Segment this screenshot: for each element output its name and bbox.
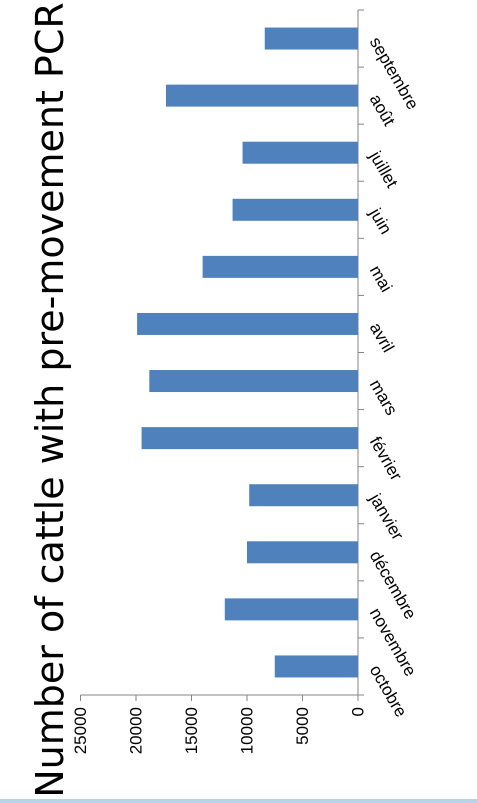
bar-0 [274,655,358,678]
bar-8 [232,198,358,221]
category-label: mars [366,376,401,418]
category-label: janvier [365,490,407,544]
bar-11 [264,27,358,50]
category-label: août [366,91,399,129]
bar-3 [249,484,358,507]
category-label: juin [365,204,395,237]
plot-area: 0500010000150002000025000octobrenovembre… [71,9,422,754]
bar-9 [242,141,358,164]
bottom-strip [0,799,477,803]
value-tick-label: 10000 [238,707,257,754]
chart-title: Number of cattle with pre-movement PCR [28,2,72,798]
value-tick-label: 5000 [293,707,312,745]
bar-10 [165,84,358,107]
bar-6 [137,312,358,335]
bar-5 [149,370,358,393]
value-tick-label: 25000 [71,707,90,754]
category-label: avril [366,319,398,355]
bar-2 [247,541,358,564]
category-label: mai [366,262,396,295]
bar-4 [141,427,358,450]
category-label: février [366,433,406,484]
value-tick-label: 20000 [127,707,146,754]
value-tick-label: 0 [349,707,368,716]
bar-7 [202,255,358,278]
bar-1 [224,598,358,621]
category-label: juillet [365,147,401,191]
value-tick-label: 15000 [182,707,201,754]
